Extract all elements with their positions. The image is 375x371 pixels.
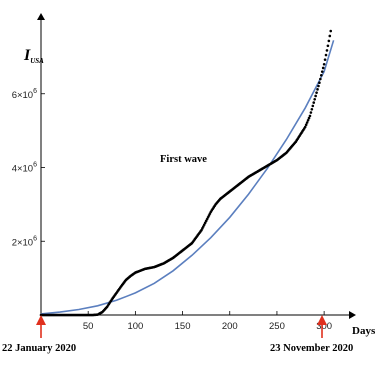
data-point-fill xyxy=(311,104,315,108)
data-point-fill xyxy=(328,34,332,38)
y-tick-label: 2×106 xyxy=(12,235,37,248)
data-point-fill xyxy=(317,84,320,88)
x-axis-title: Days xyxy=(352,325,375,337)
data-point-fill xyxy=(321,66,325,70)
data-point-fill xyxy=(324,53,328,57)
data-point xyxy=(303,125,307,129)
y-tick-label: 4×106 xyxy=(12,162,37,175)
y-axis-title-sub: USA xyxy=(30,57,44,65)
data-point-fill xyxy=(319,74,323,77)
y-tick-label: 6×106 xyxy=(12,88,37,101)
data-point-fill xyxy=(309,111,313,114)
data-point-fill xyxy=(319,77,322,81)
data-point-fill xyxy=(306,119,310,122)
x-tick-label: 50 xyxy=(83,321,94,332)
start-date-label: 22 January 2020 xyxy=(2,343,76,354)
first-wave-label: First wave xyxy=(160,154,207,165)
data-point-fill xyxy=(307,116,311,120)
end-date-label: 23 November 2020 xyxy=(270,343,353,354)
x-tick-label: 250 xyxy=(269,321,285,332)
ticks-layer: 50 100 150 200 250 300 2×106 4×106 6×106 xyxy=(12,88,332,332)
data-point xyxy=(329,29,333,33)
x-tick-label: 150 xyxy=(175,321,191,332)
series-layer xyxy=(39,29,335,317)
y-axis-title: IUSA xyxy=(23,47,44,65)
data-point-fill xyxy=(316,88,319,91)
data-point xyxy=(322,62,326,66)
data-point xyxy=(313,97,316,101)
data-point xyxy=(326,44,330,48)
data-point-fill xyxy=(304,123,308,127)
data-point-fill xyxy=(305,121,309,124)
x-tick-label: 300 xyxy=(316,321,332,332)
data-point-fill xyxy=(320,70,324,73)
data-point-fill xyxy=(325,49,329,52)
data-point-fill xyxy=(310,107,314,111)
data-point xyxy=(308,114,312,118)
y-axis-title-main: I xyxy=(23,47,31,64)
data-point-fill xyxy=(315,91,318,94)
x-tick-label: 200 xyxy=(222,321,238,332)
data-point xyxy=(318,81,321,84)
x-tick-label: 100 xyxy=(127,321,143,332)
data-point-fill xyxy=(323,58,327,61)
data-point-fill xyxy=(327,39,331,43)
fit-curve-line xyxy=(40,40,335,315)
data-point-fill xyxy=(314,94,317,98)
data-point-fill xyxy=(312,101,316,104)
